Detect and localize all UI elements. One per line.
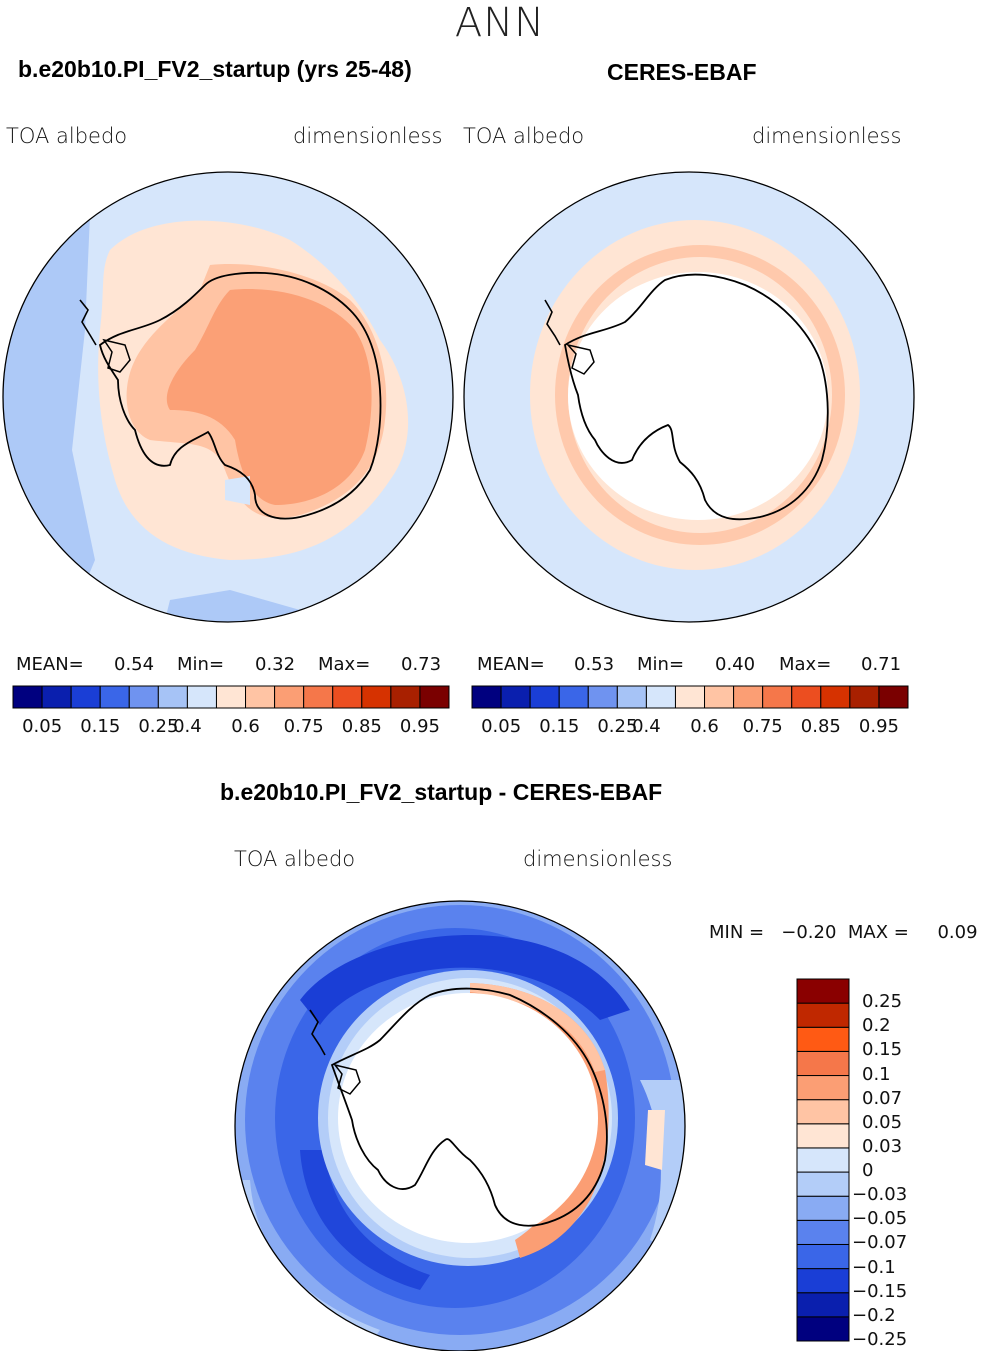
right-mean-label: MEAN= xyxy=(477,654,545,675)
colorbar-swatch xyxy=(796,1026,850,1052)
colorbar-tick-label: 0.25 xyxy=(597,716,638,737)
colorbar-swatch xyxy=(796,1171,850,1197)
colorbar-tick-label: 0.05 xyxy=(22,716,63,737)
right-units-label: dimensionless xyxy=(752,124,902,148)
colorbar-tick-label: −0.1 xyxy=(852,1256,896,1278)
colorbar-tick-label: 0.05 xyxy=(481,716,522,737)
colorbar-swatch xyxy=(796,1292,850,1318)
colorbar-tick-label: 0.05 xyxy=(862,1111,903,1133)
left-mean-value: 0.54 xyxy=(114,654,155,675)
page-title: ANN xyxy=(454,0,546,46)
left-min-label: Min= xyxy=(177,654,225,675)
left-units-label: dimensionless xyxy=(293,124,443,148)
colorbar-swatch xyxy=(796,978,850,1004)
right-variable-label: TOA albedo xyxy=(463,124,585,148)
colorbar-swatch xyxy=(419,685,450,709)
colorbar-tick-label: −0.15 xyxy=(852,1280,908,1302)
colorbar-tick-label: 0.15 xyxy=(539,716,580,737)
colorbar-tick-label: −0.03 xyxy=(852,1184,908,1206)
left-max-label: Max= xyxy=(318,654,371,675)
colorbar-tick-label: 0.2 xyxy=(862,1015,891,1037)
colorbar-tick-label: 0.1 xyxy=(862,1063,891,1085)
colorbar-tick-label: 0.85 xyxy=(800,716,841,737)
colorbar-swatch xyxy=(796,1316,850,1342)
colorbar-tick-label: 0.25 xyxy=(138,716,179,737)
colorbar-tick-label: −0.05 xyxy=(852,1208,908,1230)
right-colorbar xyxy=(471,685,909,709)
colorbar-tick-label: 0.75 xyxy=(283,716,324,737)
left-min-value: 0.32 xyxy=(255,654,296,675)
left-colorbar xyxy=(12,685,450,709)
colorbar-swatch xyxy=(796,1219,850,1245)
left-panel-title: b.e20b10.PI_FV2_startup (yrs 25-48) xyxy=(18,56,412,82)
colorbar-tick-label: −0.2 xyxy=(852,1304,896,1326)
colorbar-swatch xyxy=(796,1195,850,1221)
colorbar-tick-label: 0 xyxy=(862,1160,874,1182)
colorbar-swatch xyxy=(796,1099,850,1125)
diff-units-label: dimensionless xyxy=(523,847,673,871)
right-max-value: 0.71 xyxy=(861,654,902,675)
left-max-value: 0.73 xyxy=(401,654,442,675)
colorbar-swatch xyxy=(796,1123,850,1149)
diff-variable-label: TOA albedo xyxy=(234,847,356,871)
colorbar-tick-label: 0.95 xyxy=(399,716,440,737)
colorbar-tick-label: 0.95 xyxy=(858,716,899,737)
colorbar-tick-label: 0.4 xyxy=(632,716,661,737)
colorbar-tick-label: 0.25 xyxy=(862,991,903,1013)
colorbar-tick-label: 0.6 xyxy=(231,716,260,737)
right-min-label: Min= xyxy=(637,654,685,675)
colorbar-tick-label: −0.25 xyxy=(852,1329,908,1350)
left-mean-label: MEAN= xyxy=(16,654,84,675)
right-mean-value: 0.53 xyxy=(574,654,615,675)
colorbar-tick-label: 0.75 xyxy=(742,716,783,737)
diff-panel-title: b.e20b10.PI_FV2_startup - CERES-EBAF xyxy=(220,779,663,805)
colorbar-swatch xyxy=(796,1268,850,1294)
colorbar-tick-label: 0.07 xyxy=(862,1087,903,1109)
left-variable-label: TOA albedo xyxy=(6,124,128,148)
colorbar-tick-label: 0.03 xyxy=(862,1135,903,1157)
colorbar-swatch xyxy=(796,1147,850,1173)
right-panel-title: CERES-EBAF xyxy=(607,59,757,85)
colorbar-swatch xyxy=(796,1243,850,1270)
colorbar-swatch xyxy=(796,1075,850,1101)
colorbar-tick-label: 0.15 xyxy=(862,1039,903,1061)
colorbar-swatch xyxy=(796,1002,850,1028)
colorbar-tick-label: 0.85 xyxy=(341,716,382,737)
right-max-label: Max= xyxy=(779,654,832,675)
diff-colorbar xyxy=(796,978,850,1342)
right-min-value: 0.40 xyxy=(715,654,756,675)
diff-min-max: MIN = −0.20 MAX = 0.09 xyxy=(709,922,978,943)
colorbar-tick-label: 0.4 xyxy=(173,716,202,737)
colorbar-tick-label: −0.07 xyxy=(852,1232,908,1254)
colorbar-swatch xyxy=(878,685,909,709)
colorbar-tick-label: 0.15 xyxy=(80,716,121,737)
colorbar-tick-label: 0.6 xyxy=(690,716,719,737)
colorbar-swatch xyxy=(796,1050,850,1077)
